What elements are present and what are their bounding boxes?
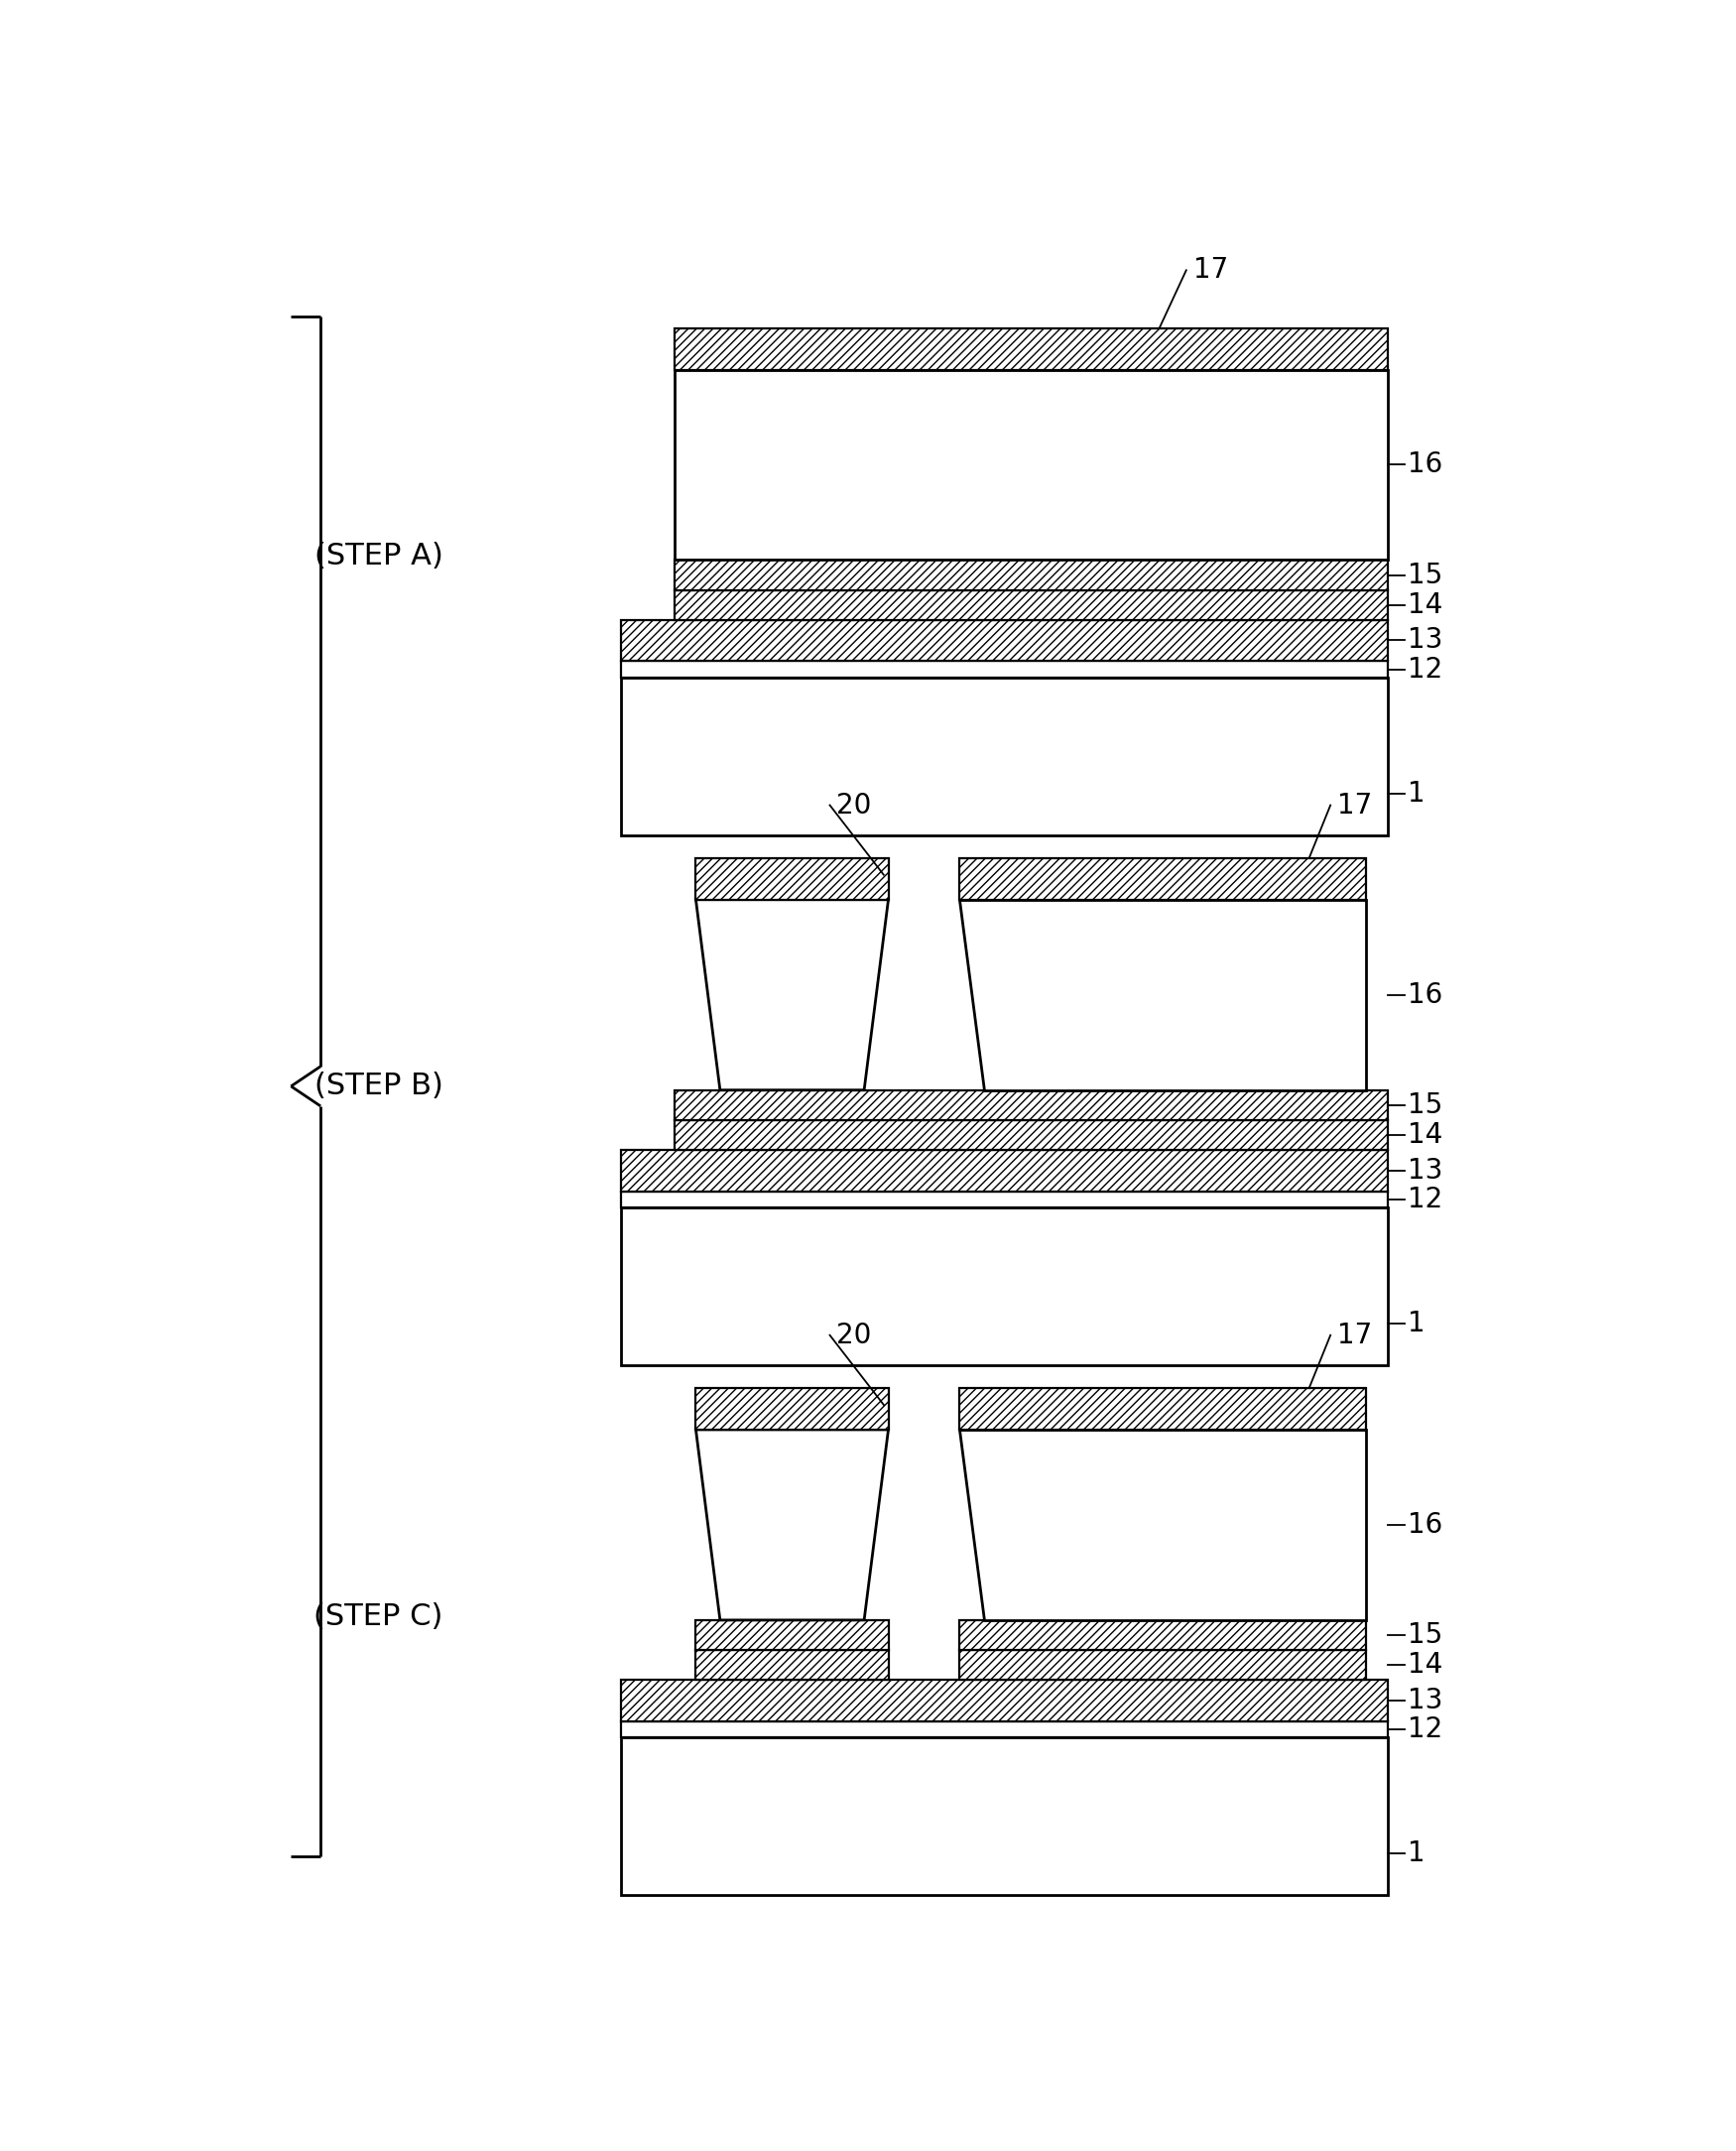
Text: 1: 1 bbox=[1408, 1310, 1425, 1338]
Polygon shape bbox=[960, 899, 1366, 1091]
Text: 15: 15 bbox=[1408, 1091, 1443, 1119]
Bar bbox=[621, 1149, 1387, 1192]
Bar bbox=[674, 329, 1387, 370]
Bar bbox=[621, 1192, 1387, 1207]
Bar bbox=[696, 1387, 889, 1430]
Text: 13: 13 bbox=[1408, 1686, 1443, 1714]
Text: 14: 14 bbox=[1408, 592, 1443, 619]
Polygon shape bbox=[696, 1430, 889, 1620]
Text: 17: 17 bbox=[1193, 256, 1227, 284]
Text: 17: 17 bbox=[1337, 1321, 1371, 1349]
Text: (STEP A): (STEP A) bbox=[314, 542, 443, 570]
Text: 14: 14 bbox=[1408, 1652, 1443, 1678]
Bar bbox=[674, 370, 1387, 559]
Bar bbox=[960, 1387, 1366, 1430]
Bar bbox=[960, 858, 1366, 899]
Text: 17: 17 bbox=[1337, 792, 1371, 820]
Bar bbox=[674, 1091, 1387, 1121]
Text: 15: 15 bbox=[1408, 1622, 1443, 1650]
Text: 12: 12 bbox=[1408, 1716, 1443, 1742]
Bar bbox=[621, 1738, 1387, 1895]
Text: (STEP B): (STEP B) bbox=[314, 1071, 443, 1101]
Text: 15: 15 bbox=[1408, 561, 1443, 589]
Bar bbox=[621, 1680, 1387, 1721]
Text: 20: 20 bbox=[837, 1321, 871, 1349]
Bar bbox=[674, 589, 1387, 619]
Text: 1: 1 bbox=[1408, 1839, 1425, 1867]
Bar bbox=[674, 559, 1387, 589]
Bar bbox=[621, 619, 1387, 660]
Text: 13: 13 bbox=[1408, 1157, 1443, 1185]
Text: 14: 14 bbox=[1408, 1121, 1443, 1149]
Bar bbox=[960, 1620, 1366, 1650]
Bar bbox=[674, 1121, 1387, 1149]
Bar bbox=[696, 858, 889, 899]
Text: 20: 20 bbox=[837, 792, 871, 820]
Text: 16: 16 bbox=[1408, 452, 1443, 480]
Bar bbox=[696, 1650, 889, 1680]
Bar bbox=[621, 678, 1387, 835]
Text: 1: 1 bbox=[1408, 779, 1425, 807]
Bar bbox=[621, 1207, 1387, 1366]
Text: 16: 16 bbox=[1408, 981, 1443, 1009]
Polygon shape bbox=[960, 1430, 1366, 1620]
Bar bbox=[621, 1721, 1387, 1738]
Text: (STEP C): (STEP C) bbox=[314, 1602, 443, 1630]
Text: 13: 13 bbox=[1408, 626, 1443, 654]
Bar bbox=[960, 1650, 1366, 1680]
Bar bbox=[696, 1620, 889, 1650]
Text: 12: 12 bbox=[1408, 1185, 1443, 1213]
Text: 12: 12 bbox=[1408, 656, 1443, 684]
Text: 16: 16 bbox=[1408, 1510, 1443, 1538]
Bar bbox=[621, 660, 1387, 678]
Polygon shape bbox=[696, 899, 889, 1091]
